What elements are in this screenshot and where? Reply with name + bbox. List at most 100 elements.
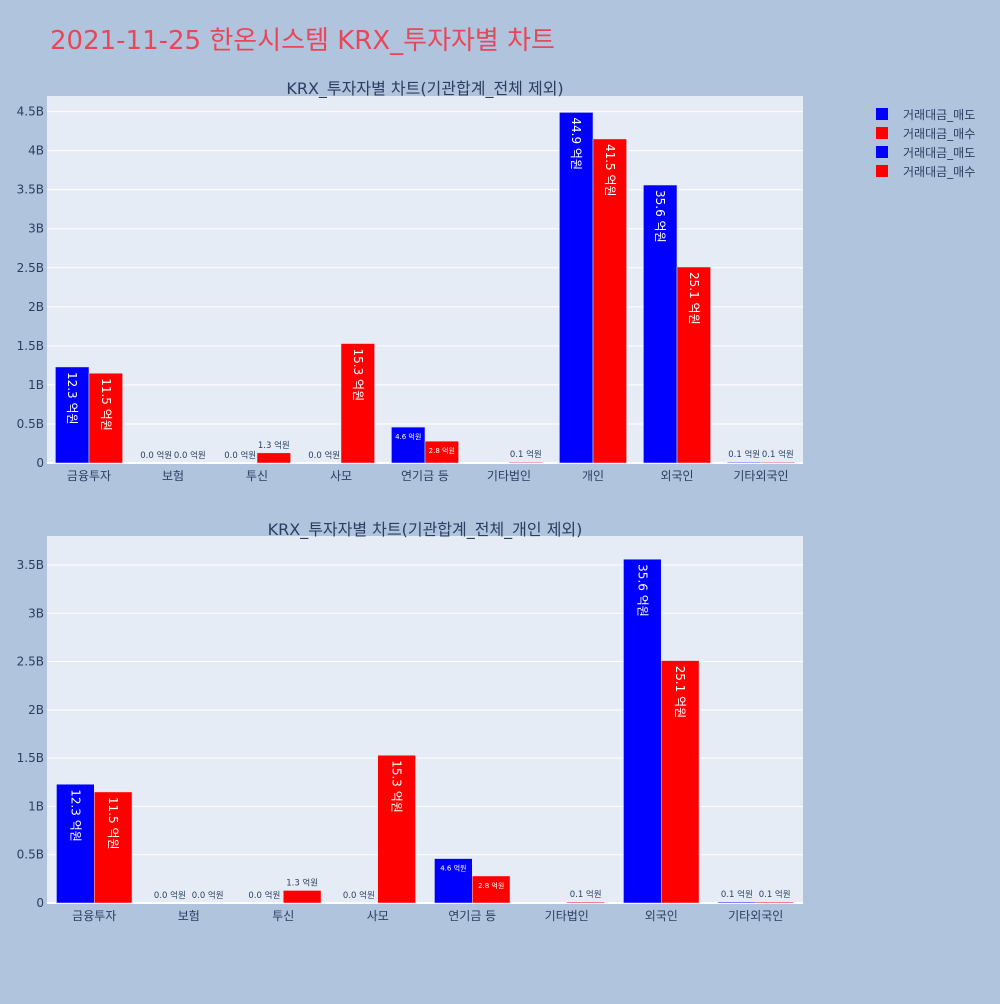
x-tick-label: 사모 <box>330 469 352 483</box>
data-label: 44.9 억원 <box>569 117 583 170</box>
legend-swatch <box>876 165 888 177</box>
legend-item[interactable]: 거래대금_매수 <box>876 127 975 141</box>
data-label: 2.8 억원 <box>429 446 455 455</box>
data-label: 0.1 억원 <box>510 449 542 460</box>
data-label: 0.0 억원 <box>224 450 256 461</box>
y-tick-label: 0.5B <box>17 417 44 431</box>
legend-item[interactable]: 거래대금_매도 <box>876 108 975 122</box>
y-tick-label: 0.5B <box>17 848 44 862</box>
data-label: 15.3 억원 <box>351 349 365 402</box>
data-label: 15.3 억원 <box>390 760 404 813</box>
y-tick-label: 1.5B <box>17 339 44 353</box>
bar-sell[interactable] <box>391 426 426 464</box>
bar-buy[interactable] <box>508 461 543 464</box>
x-tick-label: 투신 <box>272 909 294 923</box>
data-label: 1.3 억원 <box>286 877 318 888</box>
bar-buy[interactable] <box>472 875 511 904</box>
bar-buy[interactable] <box>592 138 627 464</box>
y-tick-label: 2B <box>28 703 44 717</box>
bar-buy[interactable] <box>256 452 291 464</box>
data-label: 35.6 억원 <box>653 190 667 243</box>
y-tick-label: 0 <box>36 456 44 470</box>
legend-item[interactable]: 거래대금_매수 <box>876 165 975 179</box>
chart-title: KRX_투자자별 차트(기관합계_전체_개인 제외) <box>268 520 583 540</box>
data-label: 1.3 억원 <box>258 440 290 451</box>
data-label: 0.0 억원 <box>248 890 280 901</box>
x-tick-label: 금융투자 <box>72 909 116 923</box>
y-tick-label: 1.5B <box>17 751 44 765</box>
bar-buy[interactable] <box>755 901 794 904</box>
bar-buy[interactable] <box>760 461 795 464</box>
y-tick-label: 2.5B <box>17 655 44 669</box>
legend-label: 거래대금_매수 <box>903 165 975 179</box>
data-label: 0.0 억원 <box>192 890 224 901</box>
y-tick-label: 3.5B <box>17 183 44 197</box>
legend-swatch <box>876 108 888 120</box>
x-tick-label: 기타법인 <box>545 909 589 923</box>
data-label: 0.0 억원 <box>140 450 172 461</box>
legend-label: 거래대금_매도 <box>903 108 975 122</box>
data-label: 0.1 억원 <box>721 889 753 900</box>
x-tick-label: 외국인 <box>660 469 693 483</box>
bar-sell[interactable] <box>56 783 95 904</box>
bar-buy[interactable] <box>94 791 133 904</box>
data-label: 0.1 억원 <box>762 449 794 460</box>
x-tick-label: 기타외국인 <box>733 469 788 483</box>
y-tick-label: 3B <box>28 222 44 236</box>
x-tick-label: 기타외국인 <box>728 909 783 923</box>
x-tick-label: 보험 <box>162 469 184 483</box>
bar-buy[interactable] <box>566 901 605 904</box>
bar-sell[interactable] <box>55 366 90 464</box>
chart-1: KRX_투자자별 차트(기관합계_전체 제외) 0 0.5B 1B 1.5B 2B 2.5B… <box>17 79 803 483</box>
y-tick-label: 1B <box>28 378 44 392</box>
bar-buy[interactable] <box>377 754 416 904</box>
data-label: 4.6 억원 <box>395 432 421 441</box>
bar-sell[interactable] <box>559 112 594 464</box>
bar-buy[interactable] <box>340 343 375 464</box>
legend-label: 거래대금_매수 <box>903 127 975 141</box>
x-tick-label: 보험 <box>178 909 200 923</box>
x-tick-label: 기타법인 <box>487 469 531 483</box>
data-label: 11.5 억원 <box>99 378 113 431</box>
y-tick-label: 3.5B <box>17 558 44 572</box>
data-label: 0.1 억원 <box>759 889 791 900</box>
x-tick-label: 연기금 등 <box>401 469 449 483</box>
data-label: 2.8 억원 <box>478 881 504 890</box>
y-tick-label: 4.5B <box>17 105 44 119</box>
x-tick-label: 외국인 <box>645 909 678 923</box>
x-tick-label: 투신 <box>246 469 268 483</box>
y-tick-label: 3B <box>28 606 44 620</box>
x-tick-label: 금융투자 <box>67 469 111 483</box>
chart-2: KRX_투자자별 차트(기관합계_전체_개인 제외) 0 0.5B 1B 1.5B 2B 2… <box>17 520 803 923</box>
bar-buy[interactable] <box>283 890 322 904</box>
data-label: 0.0 억원 <box>343 890 375 901</box>
data-label: 0.1 억원 <box>570 889 602 900</box>
bar-buy[interactable] <box>424 440 459 464</box>
y-tick-label: 4B <box>28 144 44 158</box>
chart-title: KRX_투자자별 차트(기관합계_전체 제외) <box>286 79 563 99</box>
bar-sell[interactable] <box>643 184 678 464</box>
y-tick-label: 0 <box>36 896 44 910</box>
bar-sell[interactable] <box>623 558 662 904</box>
y-tick-label: 2.5B <box>17 261 44 275</box>
bar-sell[interactable] <box>717 901 757 904</box>
data-label: 12.3 억원 <box>65 372 79 425</box>
x-tick-label: 개인 <box>582 469 604 483</box>
bar-sell[interactable] <box>727 461 762 464</box>
legend-swatch <box>876 146 888 158</box>
bar-buy[interactable] <box>661 660 700 904</box>
legend-swatch <box>876 127 888 139</box>
data-label: 25.1 억원 <box>687 272 701 325</box>
legend-item[interactable]: 거래대금_매도 <box>876 146 975 160</box>
bar-sell[interactable] <box>434 858 473 904</box>
bar-buy[interactable] <box>88 372 123 464</box>
bar-buy[interactable] <box>676 266 711 464</box>
page-title: 2021-11-25 한온시스템 KRX_투자자별 차트 <box>50 26 555 56</box>
data-label: 0.1 억원 <box>728 449 760 460</box>
data-label: 41.5 억원 <box>603 144 617 197</box>
y-tick-label: 1B <box>28 799 44 813</box>
data-label: 0.0 억원 <box>174 450 206 461</box>
x-tick-label: 사모 <box>367 909 389 923</box>
